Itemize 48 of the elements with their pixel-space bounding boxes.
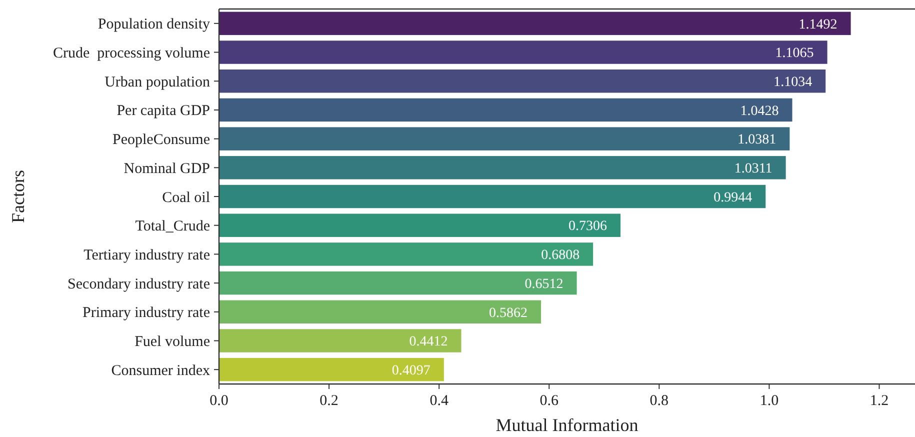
data-label: 0.7306 xyxy=(568,219,607,234)
y-tick-label: Nominal GDP xyxy=(124,160,210,177)
y-tick-label: Coal oil xyxy=(162,190,210,206)
data-label: 0.4097 xyxy=(392,363,430,378)
x-tick-label: 1.2 xyxy=(870,393,889,409)
y-tick-label: Total_Crude xyxy=(135,218,210,235)
y-tick-label: Secondary industry rate xyxy=(68,276,210,292)
bar xyxy=(218,242,594,267)
x-tick-label: 0.6 xyxy=(540,393,559,409)
bar xyxy=(218,155,787,180)
y-tick-label: Tertiary industry rate xyxy=(84,247,210,264)
bar xyxy=(218,40,828,65)
data-label: 0.4412 xyxy=(409,334,448,350)
y-tick-label: Population density xyxy=(98,16,210,33)
y-tick-label: Fuel volume xyxy=(134,334,210,350)
data-label: 0.9944 xyxy=(714,190,752,206)
y-tick-label: Urban population xyxy=(104,74,210,90)
bar xyxy=(218,10,852,36)
bar xyxy=(218,270,578,296)
x-tick-label: 0.0 xyxy=(210,393,228,409)
data-label: 1.0381 xyxy=(738,132,776,148)
bar xyxy=(218,126,791,152)
data-label: 0.6512 xyxy=(524,276,564,292)
data-label: 0.6808 xyxy=(541,248,580,264)
data-label: 1.1034 xyxy=(774,75,812,90)
data-label: 1.1065 xyxy=(775,46,814,62)
y-tick-label: Crude processing volume xyxy=(52,46,210,62)
x-tick-label: 0.4 xyxy=(430,393,449,409)
data-label: 1.0428 xyxy=(740,104,779,119)
bar xyxy=(218,299,542,324)
x-tick-label: 1.0 xyxy=(760,393,779,409)
x-tick-label: 0.8 xyxy=(650,393,669,409)
y-tick-label: Primary industry rate xyxy=(82,305,210,322)
data-label: 1.1492 xyxy=(798,17,838,32)
x-tick-label: 0.2 xyxy=(320,393,338,409)
bar xyxy=(218,68,827,94)
bar xyxy=(218,328,462,354)
y-axis-title: Factors xyxy=(8,170,28,223)
bar xyxy=(218,212,622,238)
x-axis-title: Mutual Information xyxy=(496,415,638,435)
bar xyxy=(218,97,794,123)
data-label: 1.0311 xyxy=(734,162,772,177)
y-tick-label: PeopleConsume xyxy=(112,132,210,148)
bar xyxy=(218,184,767,210)
bar xyxy=(218,356,445,382)
data-label: 0.5862 xyxy=(489,306,528,321)
y-tick-label: Consumer index xyxy=(111,362,210,379)
y-tick-label: Per capita GDP xyxy=(116,103,210,120)
